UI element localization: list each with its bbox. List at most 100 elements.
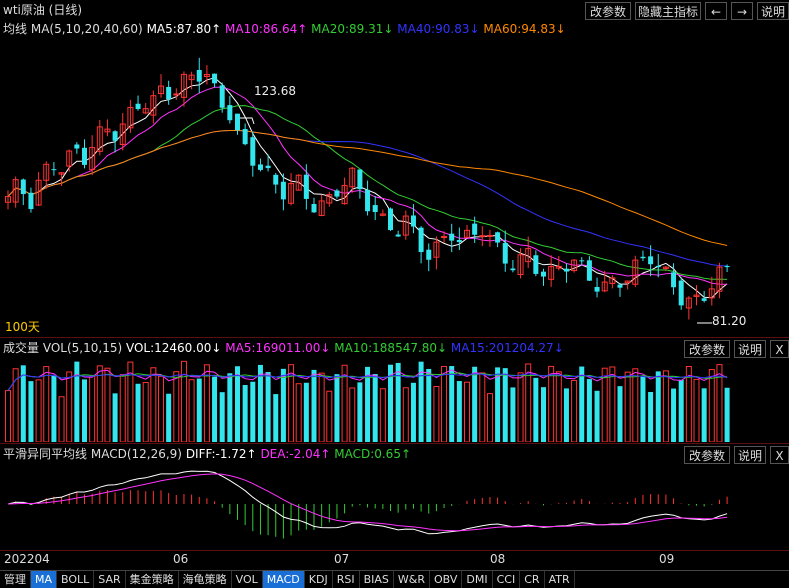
candle-body (555, 265, 562, 269)
candle-body (242, 129, 248, 145)
tab-0[interactable]: 管理 (0, 571, 31, 588)
candle-body (166, 86, 172, 100)
candle-body (456, 239, 462, 243)
hide-main-indicator-button[interactable]: 隐藏主指标 (635, 2, 701, 20)
volume-bar (5, 390, 11, 442)
candle-body (82, 147, 87, 165)
volume-close-button[interactable]: X (770, 340, 789, 358)
tab-4[interactable]: 集金策略 (126, 571, 179, 588)
tab-11[interactable]: W&R (394, 571, 430, 588)
volume-bar (280, 368, 286, 442)
dea-line (7, 473, 728, 532)
volume-value-0: VOL:12460.00↓ (125, 341, 222, 355)
volume-bar (43, 366, 50, 442)
volume-bar (135, 383, 141, 442)
next-arrow-button[interactable]: → (731, 2, 753, 20)
volume-edit-params-button[interactable]: 改参数 (684, 340, 730, 358)
tab-13[interactable]: DMI (462, 571, 493, 588)
candle-body (196, 69, 202, 82)
candle-body (257, 164, 263, 170)
tab-10[interactable]: BIAS (360, 571, 394, 588)
tab-15[interactable]: CR (520, 571, 545, 588)
tab-8[interactable]: KDJ (305, 571, 333, 588)
ma-value-0: MA5:87.80↑ (146, 22, 222, 36)
help-button[interactable]: 说明 (757, 2, 789, 20)
window-title: wti原油 (日线) (3, 3, 83, 17)
tab-3[interactable]: SAR (94, 571, 126, 588)
volume-bar (142, 382, 149, 442)
candle-body (548, 266, 555, 280)
tab-1[interactable]: MA (31, 571, 58, 588)
volume-chart[interactable] (0, 358, 789, 442)
volume-bar (365, 366, 371, 442)
ma-values: MA5:87.80↑ MA10:86.64↑ MA20:89.31↓ MA40:… (147, 22, 566, 36)
volume-value-2: MA10:188547.80↓ (330, 341, 448, 355)
macd-value-0: DIFF:-1.72↑ (185, 447, 257, 461)
edit-params-button[interactable]: 改参数 (585, 2, 631, 20)
x-axis-label: 07 (334, 552, 350, 566)
candle-body (303, 174, 309, 199)
candle-body (426, 249, 432, 260)
volume-bar (426, 368, 432, 442)
divider (0, 443, 789, 444)
tab-7[interactable]: MACD (262, 571, 305, 588)
candle-body (464, 229, 470, 238)
tab-16[interactable]: ATR (545, 571, 575, 588)
macd-chart[interactable] (0, 464, 789, 550)
candle-body (112, 131, 118, 141)
macd-params: MACD(12,26,9) (90, 447, 182, 461)
candle-body (724, 266, 730, 268)
volume-bar (96, 365, 103, 442)
volume-bar (58, 396, 65, 442)
volume-help-button[interactable]: 说明 (734, 340, 766, 358)
candle-body (96, 126, 103, 152)
volume-bar (472, 366, 478, 442)
volume-bar (242, 385, 248, 442)
macd-close-button[interactable]: X (770, 446, 789, 464)
candle-body (119, 123, 126, 146)
volume-bar (326, 390, 333, 442)
macd-edit-params-button[interactable]: 改参数 (684, 446, 730, 464)
volume-bar (318, 372, 325, 442)
candle-body (265, 165, 271, 169)
volume-bar (119, 373, 126, 442)
volume-bar (410, 382, 416, 442)
price-chart[interactable] (0, 40, 789, 336)
period-label: 100天 (5, 320, 40, 334)
volume-bar (173, 371, 180, 442)
x-axis-label: 202204 (4, 552, 50, 566)
tab-5[interactable]: 海龟策略 (179, 571, 232, 588)
tab-12[interactable]: OBV (430, 571, 463, 588)
candle-body (708, 288, 715, 299)
candle-body (188, 74, 195, 81)
tab-14[interactable]: CCI (493, 571, 521, 588)
volume-bar (655, 371, 661, 442)
volume-bar (388, 364, 393, 442)
candle-body (173, 93, 180, 96)
candle-body (662, 266, 669, 269)
candle-body (441, 236, 448, 239)
candle-body (89, 147, 96, 171)
macd-values: DIFF:-1.72↑ DEA:-2.04↑ MACD:0.65↑ (186, 447, 411, 461)
tab-2[interactable]: BOLL (57, 571, 95, 588)
volume-bar (624, 371, 631, 442)
volume-bar (486, 393, 493, 442)
tab-9[interactable]: RSI (333, 571, 360, 588)
volume-bar (671, 388, 677, 442)
volume-bar (20, 365, 26, 442)
volume-bar (51, 375, 57, 442)
candle-body (20, 179, 26, 195)
ma-value-1: MA10:86.64↑ (221, 22, 308, 36)
candle-body (433, 241, 440, 258)
candle-body (571, 259, 578, 272)
ma-label: 均线 (3, 22, 28, 36)
tab-6[interactable]: VOL (232, 571, 263, 588)
candle-body (525, 248, 532, 263)
x-axis-label: 06 (173, 552, 189, 566)
macd-help-button[interactable]: 说明 (734, 446, 766, 464)
candle-body (51, 169, 57, 171)
volume-label: 成交量 (3, 341, 40, 355)
candle-body (203, 73, 210, 77)
prev-arrow-button[interactable]: ← (705, 2, 727, 20)
volume-bar (594, 390, 600, 442)
